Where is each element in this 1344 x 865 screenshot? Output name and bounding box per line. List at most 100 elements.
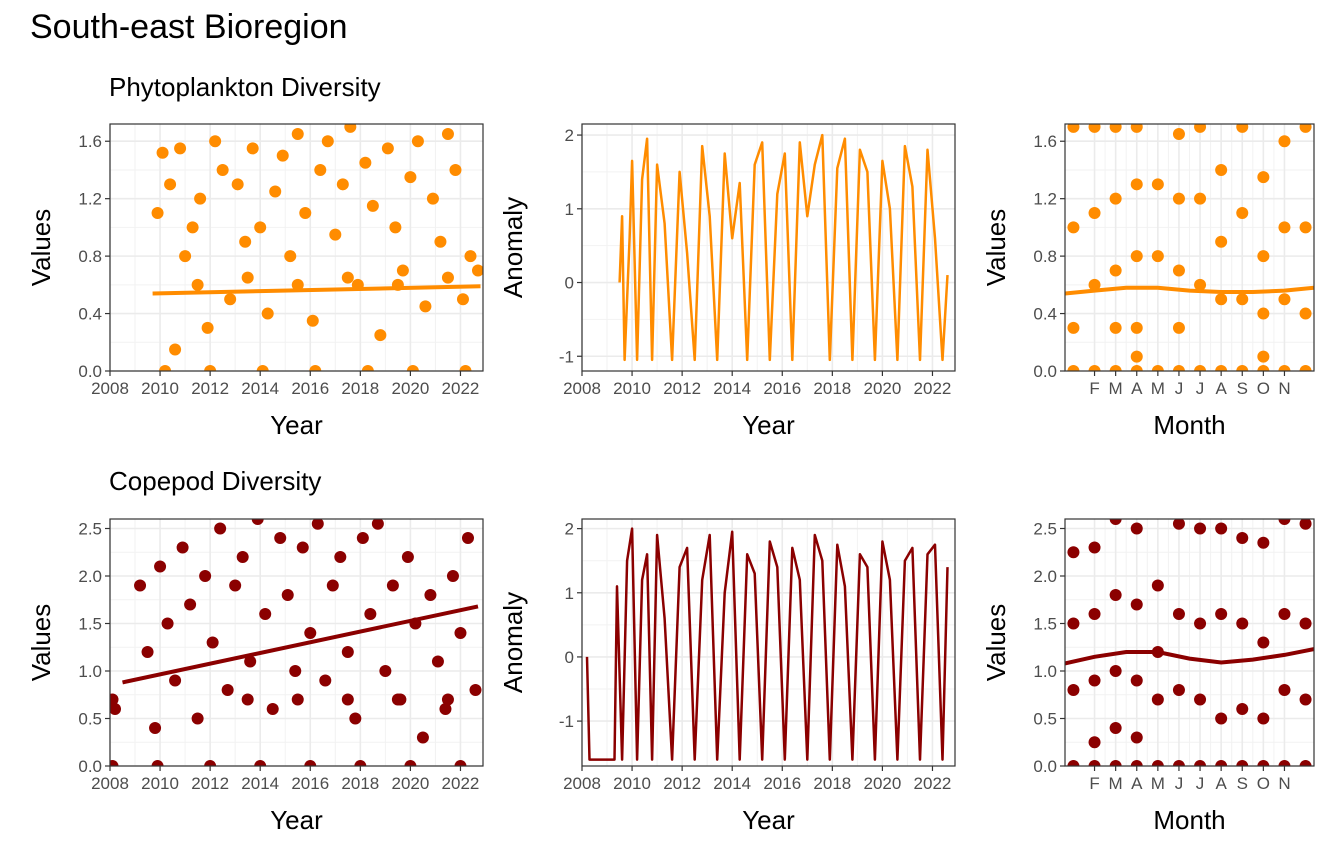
data-point [1109,722,1122,734]
data-point [1172,608,1185,620]
x-tick-label: O [1257,379,1270,398]
x-tick-label: A [1215,774,1227,793]
y-tick-label: 1.2 [1033,190,1057,209]
data-point [134,579,147,592]
trend-line [152,284,481,296]
data-point [1236,532,1249,544]
data-layer [1065,124,1314,371]
data-point [1151,760,1164,766]
data-point [1215,163,1228,176]
x-tick-label: J [1175,774,1184,793]
data-point [191,712,204,725]
series-line [618,133,949,362]
data-point [471,264,483,277]
data-point [396,264,409,277]
data-point [464,250,477,263]
data-point [274,532,287,544]
data-point [1194,522,1207,535]
data-point [246,142,259,155]
data-point [1109,365,1122,371]
data-point [1109,264,1122,277]
data-point [1088,278,1101,291]
data-point [156,146,169,159]
x-tick-label: 2012 [663,774,701,793]
data-point [1088,760,1101,766]
data-point [1257,636,1270,649]
data-point [1194,278,1207,291]
data-point [1151,579,1164,592]
data-point [1194,124,1207,133]
data-point [434,235,447,248]
data-point [381,142,394,155]
x-tick-label: 2016 [763,774,801,793]
data-point [1278,519,1291,525]
data-point [379,665,392,677]
data-point [261,307,274,320]
data-point [361,365,374,371]
data-point [191,278,204,291]
x-tick-label: 2008 [91,774,129,793]
y-tick-label: 1.6 [1033,132,1057,151]
x-tick-label: S [1237,774,1248,793]
trend-line [1065,285,1314,296]
cope-values-year-panel: 0.0 0.5 1.0 1.5 2.0 2.5 2008 2010 2012 2014 2016 20… [26,518,484,835]
y-tick-label: 0.4 [78,305,102,324]
data-point [1172,192,1185,205]
data-point [1130,350,1143,363]
x-tick-label: 2018 [341,774,379,793]
x-tick-label: 2020 [863,774,901,793]
x-tick-label: 2022 [914,379,952,398]
data-point [364,608,377,620]
data-point [1236,207,1249,220]
data-point [1278,135,1291,148]
x-tick-label: 2008 [91,379,129,398]
panel-border [581,518,956,767]
data-point [1088,365,1101,371]
data-point [1236,293,1249,306]
trend-line [1065,647,1314,666]
data-point [1109,192,1122,205]
x-tick-label: A [1131,379,1143,398]
data-point [204,760,217,766]
y-axis-label: Values [26,604,56,682]
data-point [1067,365,1080,371]
data-point [329,228,342,241]
panel-border [1064,123,1315,372]
data-point [1088,674,1101,687]
data-point [1088,736,1101,749]
x-tick-label: J [1196,379,1205,398]
data-point [151,760,164,766]
y-tick-label: 2.5 [1033,520,1057,539]
y-axis-label: Values [981,604,1011,682]
data-point [1067,221,1080,234]
data-point [1278,365,1291,371]
data-point [159,365,172,371]
data-point [366,199,379,212]
data-point [1109,589,1122,601]
y-tick-label: 0 [565,274,574,293]
data-point [1215,522,1228,535]
data-point [149,722,162,734]
data-point [1299,519,1312,530]
data-point [454,627,467,639]
data-point [461,532,474,544]
data-point [1236,760,1249,766]
x-tick-label: 2010 [613,379,651,398]
trend-line [122,604,479,685]
x-tick-label: O [1257,774,1270,793]
data-point [176,541,189,554]
data-point [1194,365,1207,371]
x-tick-label: 2008 [563,774,601,793]
data-point [254,221,267,234]
x-tick-label: 2022 [442,379,480,398]
y-axis-label: Anomaly [498,197,528,298]
data-point [306,314,319,327]
data-point [174,142,187,155]
data-point [341,693,354,706]
y-tick-label: 0.4 [1033,305,1057,324]
x-tick-label: 2012 [191,774,229,793]
x-tick-label: F [1089,379,1099,398]
data-point [1088,541,1101,554]
